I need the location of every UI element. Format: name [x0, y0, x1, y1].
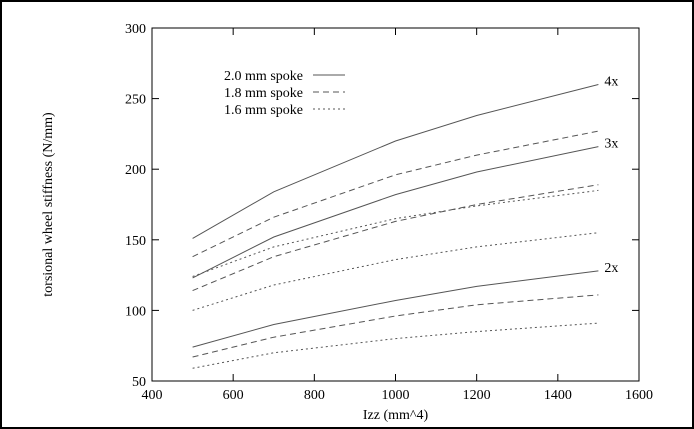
y-tick-label: 200: [125, 163, 146, 178]
y-tick-label: 100: [125, 304, 146, 319]
legend-label: 2.0 mm spoke: [224, 69, 303, 84]
x-axis-label: Izz (mm^4): [363, 408, 429, 423]
x-tick-label: 600: [223, 388, 244, 403]
x-tick-label: 1600: [625, 388, 653, 403]
series-line-3x-dotted: [192, 232, 599, 311]
annotations: 4x 3x 2x: [604, 74, 618, 275]
x-tick-label: 1200: [463, 388, 491, 403]
x-tick-label: 400: [142, 388, 163, 403]
series-line-4x-dotted: [192, 189, 599, 277]
series-line-2x-dotted: [192, 322, 599, 369]
y-tick-label: 250: [125, 93, 146, 108]
series-line-2x-dashed: [192, 294, 599, 358]
legend-label: 1.6 mm spoke: [224, 103, 303, 118]
annotation-2x: 2x: [604, 261, 618, 276]
series-lines: [192, 84, 599, 369]
y-tick-label: 300: [125, 22, 146, 37]
series-line-2x-solid: [192, 270, 599, 348]
axis-ticks: 400 600 800 1000 1200 1400 1600 50 100 150 200 250 3…: [125, 22, 653, 403]
series-line-3x-dashed: [192, 184, 599, 292]
series-line-4x-dashed: [192, 130, 599, 258]
legend-label: 1.8 mm spoke: [224, 86, 303, 101]
x-tick-label: 1000: [382, 388, 410, 403]
series-line-4x-solid: [192, 84, 599, 239]
legend: 2.0 mm spoke 1.8 mm spoke 1.6 mm spoke: [224, 69, 345, 118]
annotation-3x: 3x: [604, 137, 618, 152]
annotation-4x: 4x: [604, 74, 618, 89]
y-tick-label: 50: [132, 375, 146, 390]
y-tick-label: 150: [125, 234, 146, 249]
x-tick-label: 1400: [544, 388, 572, 403]
x-tick-label: 800: [304, 388, 325, 403]
series-line-3x-solid: [192, 146, 599, 279]
y-axis-label: torsional wheel stiffness (N/mm): [41, 112, 56, 297]
